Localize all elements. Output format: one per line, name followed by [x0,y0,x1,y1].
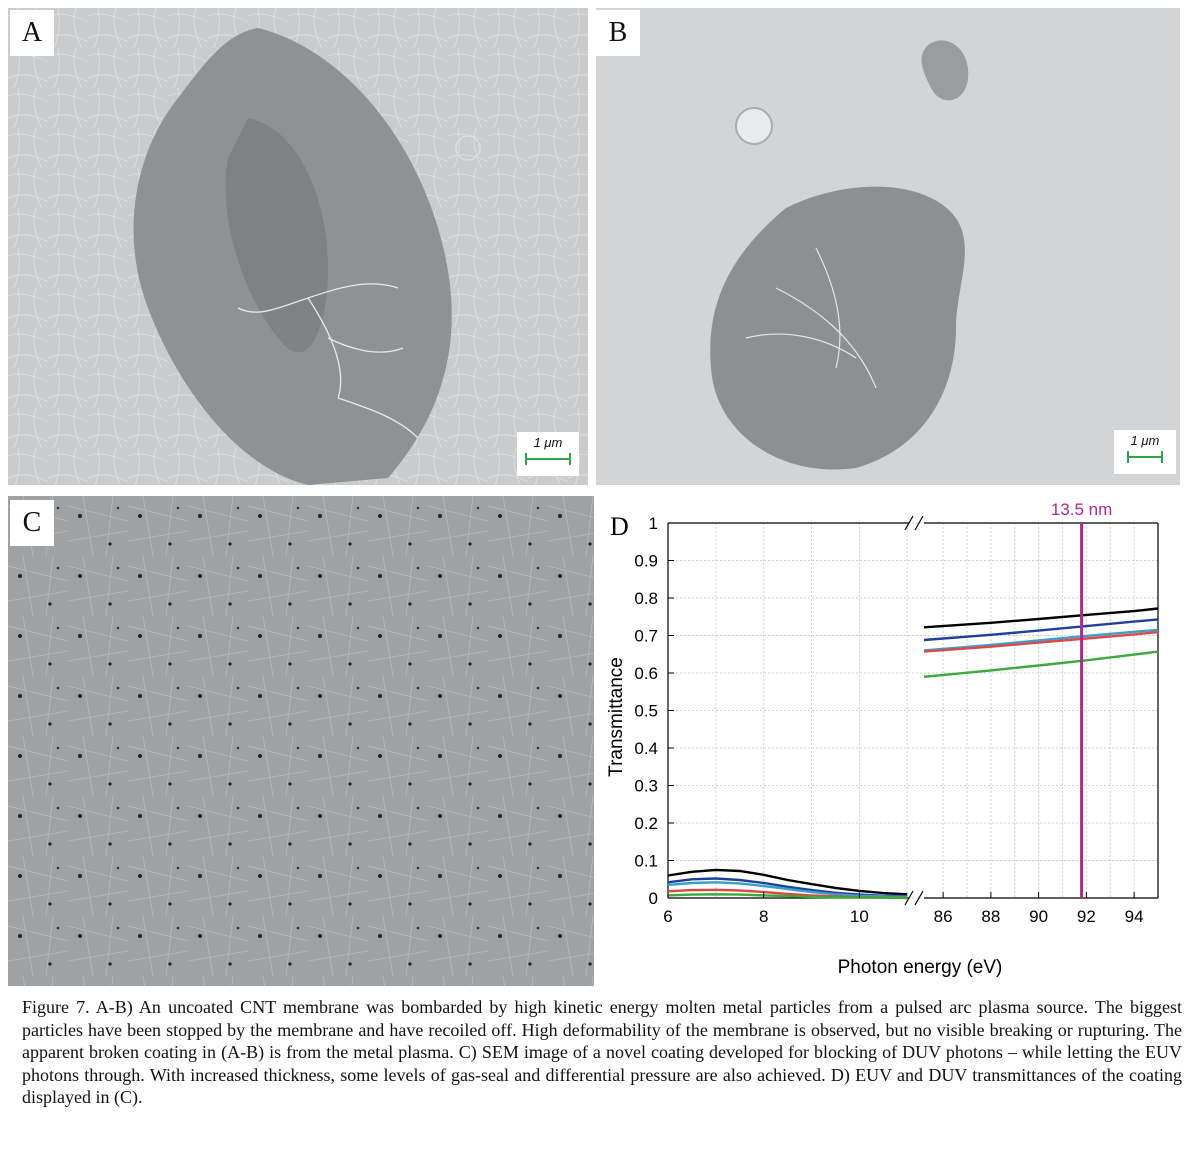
y-tick-label: 0.3 [634,777,658,796]
y-tick-label: 0 [649,889,658,908]
x-tick-label: 6 [663,907,672,926]
axis-break-mark [904,515,924,531]
x-axis-label: Photon energy (eV) [838,957,1003,978]
y-axis-label: Transmittance [606,657,627,777]
y-tick-label: 0.5 [634,702,658,721]
scale-bar-label-b: 1 μm [1130,433,1160,448]
chart-grid [667,522,1159,899]
series-line-euv [923,607,1159,629]
x-tick-label: 94 [1125,907,1144,926]
sem-image-c [8,496,594,986]
series-line-duv [667,881,908,899]
x-tick-label: 88 [981,907,1000,926]
y-tick-label: 0.9 [634,552,658,571]
y-tick-label: 0.2 [634,814,658,833]
y-tick-label: 0.8 [634,589,658,608]
sem-image-b [596,8,1180,485]
annotation-label-13-5nm: 13.5 nm [1051,500,1112,519]
panel-label-b: B [596,10,640,56]
series-line-duv [667,893,908,900]
chart-series: 13.5 nm [667,500,1159,900]
panel-label-d: D [610,512,629,541]
transmittance-chart: D 13.5 nm 0 0.1 0.2 0.3 0.4 0.5 0.6 0.7 0.8 0.9 1 6… [606,500,1159,978]
y-tick-label: 0.6 [634,664,658,683]
figure-caption: Figure 7. A-B) An uncoated CNT membrane … [22,997,1182,1107]
x-tick-label: 10 [850,907,869,926]
y-tick-label: 0.4 [634,739,658,758]
chart-ticks: 0 0.1 0.2 0.3 0.4 0.5 0.6 0.7 0.8 0.9 1 6 8 10 86 88 90 9… [634,514,1143,926]
y-tick-label: 0.1 [634,852,658,871]
panel-label-c: C [10,500,54,546]
sem-image-a [8,8,588,485]
series-line-euv [923,618,1159,642]
y-tick-label: 1 [649,514,658,533]
series-line-euv [923,628,1159,652]
axis-break-mark [904,890,924,906]
x-tick-label: 90 [1029,907,1048,926]
x-tick-label: 92 [1077,907,1096,926]
series-line-euv [923,630,1159,653]
series-line-duv [667,868,908,896]
scale-bar-a: 1 μm [517,432,579,476]
series-line-euv [923,650,1159,678]
scale-bar-label-a: 1 μm [533,435,563,450]
y-tick-label: 0.7 [634,627,658,646]
x-tick-label: 8 [759,907,768,926]
scale-bar-b: 1 μm [1114,430,1176,474]
x-tick-label: 86 [934,907,953,926]
panel-label-a: A [10,10,54,56]
